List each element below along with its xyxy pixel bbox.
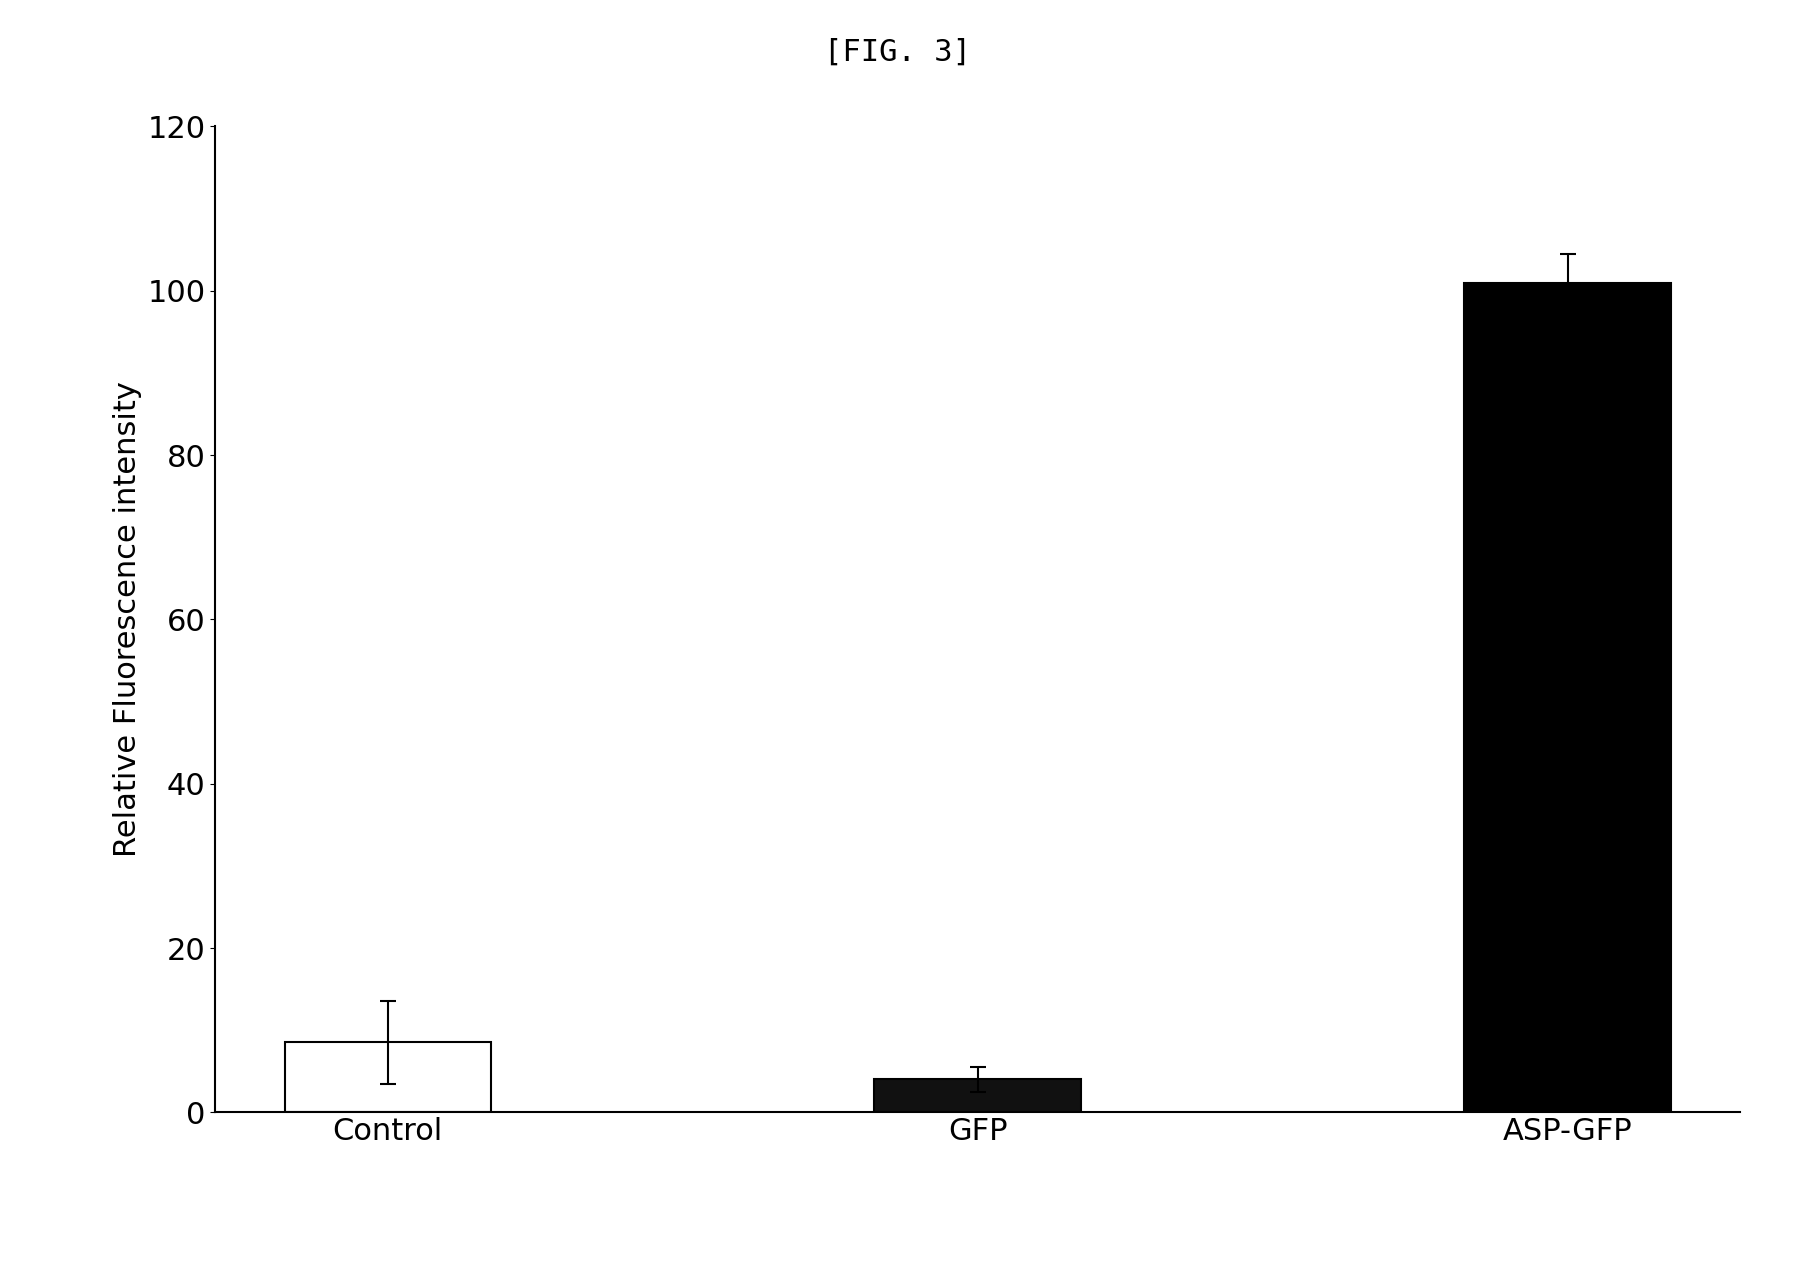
Bar — [874, 1079, 1082, 1112]
Text: [FIG. 3]: [FIG. 3] — [823, 38, 971, 67]
Bar — [285, 1043, 492, 1112]
Y-axis label: Relative Fluorescence intensity: Relative Fluorescence intensity — [113, 382, 142, 857]
Bar — [1464, 282, 1670, 1112]
